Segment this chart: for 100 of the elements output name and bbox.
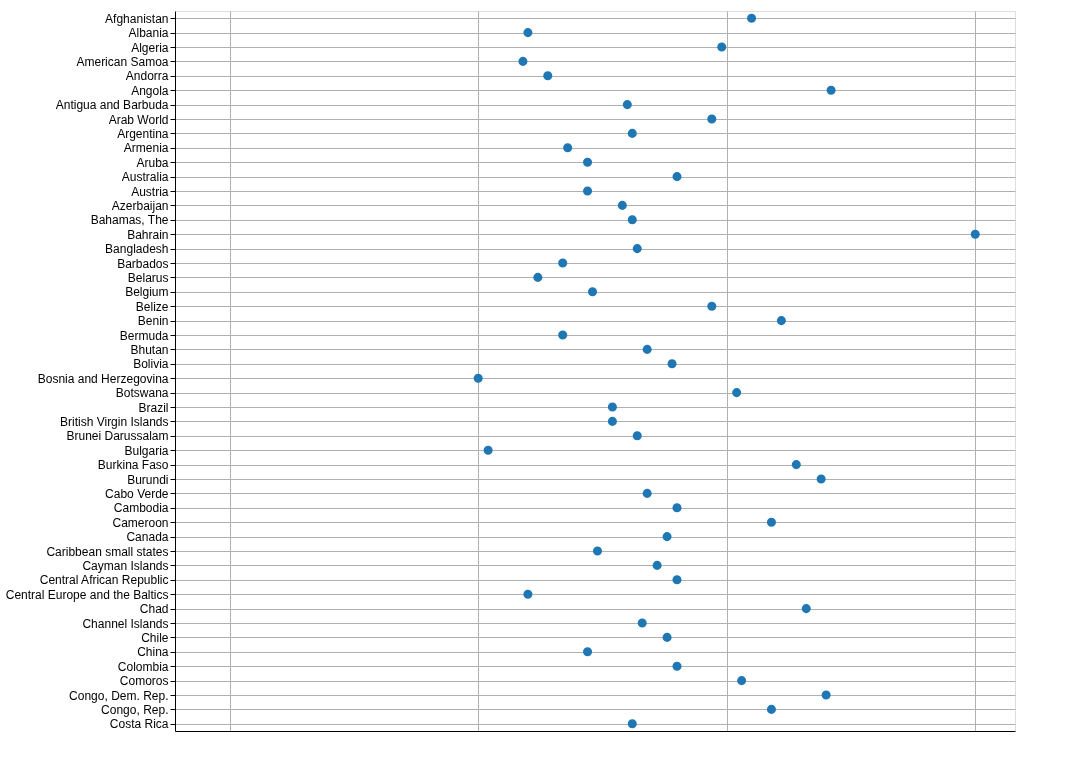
point [483,445,493,455]
point [776,316,786,326]
y-tick-label: Cambodia [113,501,169,516]
point [607,402,617,412]
point [637,618,647,628]
y-tick-label: Austria [131,184,169,199]
y-tick-label: Canada [126,530,169,545]
point [558,330,568,340]
y-tick-label: Cabo Verde [105,486,169,501]
y-tick-label: Belarus [127,270,169,285]
point [627,719,637,729]
y-tick-label: Albania [128,26,169,41]
y-tick-label: British Virgin Islands [60,414,169,429]
y-tick-label: Chile [141,630,169,645]
y-tick-label: Central African Republic [39,573,169,588]
point [592,546,603,556]
point [672,172,682,182]
y-tick-label: Brazil [138,400,169,415]
point [970,229,980,239]
point [627,128,637,138]
point [642,488,652,498]
y-tick-label: Argentina [117,126,169,141]
y-tick-label: Bulgaria [124,443,169,458]
point [523,28,533,38]
y-tick-label: Bangladesh [105,242,169,257]
y-tick-label: Andorra [125,69,169,84]
point [766,704,776,714]
point [558,258,568,268]
y-tick-label: China [137,645,169,660]
y-tick-label: Angola [131,83,169,98]
y-tick-label: Colombia [117,659,169,674]
point [662,532,672,542]
point [667,359,677,369]
y-tick-label: Costa Rica [109,717,169,732]
point [707,114,717,124]
point [732,388,742,398]
point [533,272,543,282]
point [583,186,593,196]
point [747,13,757,23]
y-tick-label: Antigua and Barbuda [55,98,169,113]
y-tick-label: Afghanistan [105,11,169,26]
point [627,215,637,225]
point [607,416,617,426]
y-tick-label: Central Europe and the Baltics [5,587,169,602]
point [801,604,811,614]
point [791,460,801,470]
point [523,589,533,599]
point [587,287,598,297]
point [543,71,553,81]
y-tick-label: Algeria [131,40,169,55]
y-tick-label: Barbados [117,256,169,271]
point [473,373,483,383]
y-tick-label: Botswana [115,386,169,401]
y-tick-label: Aruba [136,155,169,170]
y-tick-label: Comoros [119,674,169,689]
point [652,560,662,570]
point [672,575,682,585]
y-tick-label: Congo, Dem. Rep. [69,688,169,703]
point [707,301,717,311]
y-tick-label: Bermuda [119,328,169,343]
y-tick-label: Bahrain [127,227,169,242]
y-tick-label: Belize [135,299,169,314]
point [518,56,528,66]
y-tick-label: Cayman Islands [82,558,169,573]
y-tick-label: Bosnia and Herzegovina [37,371,169,386]
y-tick-label: Cameroon [112,515,169,530]
y-tick-label: Azerbaijan [111,198,169,213]
point [583,157,593,167]
y-tick-label: Burundi [127,472,169,487]
point [642,344,652,354]
y-tick-label: Bhutan [130,342,169,357]
point [583,647,593,657]
y-tick-label: Bolivia [133,357,169,372]
y-tick-label: Burkina Faso [97,458,169,473]
point [816,474,826,484]
point [632,244,642,254]
y-tick-label: Bahamas, The [90,213,169,228]
y-tick-label: Belgium [125,285,169,300]
point [617,200,627,210]
point [662,632,672,642]
point [563,143,573,153]
y-tick-label: Congo, Rep. [101,702,169,717]
y-tick-label: Benin [137,314,169,329]
point [826,85,836,95]
point [821,690,831,700]
y-tick-label: American Samoa [76,54,169,69]
y-tick-label: Armenia [123,141,169,156]
point [672,661,682,671]
point [632,431,642,441]
y-tick-label: Caribbean small states [46,544,169,559]
y-tick-label: Channel Islands [82,616,169,631]
point [717,42,727,52]
y-tick-label: Arab World [108,112,169,127]
point [737,676,747,686]
y-tick-label: Chad [139,602,169,617]
y-tick-label: Brunei Darussalam [66,429,169,444]
point [622,100,632,110]
point [672,503,682,513]
point [766,517,776,527]
y-tick-label: Australia [121,170,169,185]
